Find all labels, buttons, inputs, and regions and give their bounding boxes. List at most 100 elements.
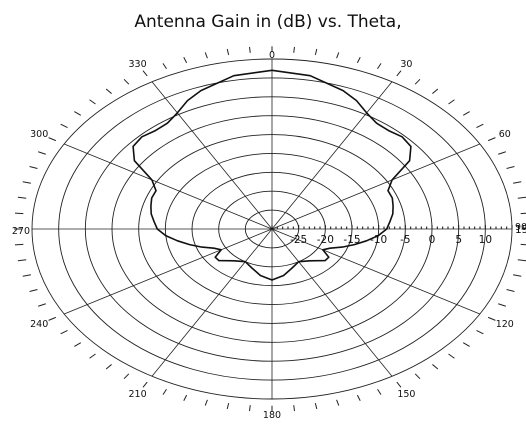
gain-pattern-line [132, 69, 412, 281]
radial-tick-label: -25 [290, 234, 307, 246]
perimeter-tick [249, 405, 251, 412]
radial-tick-label: -5 [400, 234, 410, 246]
perimeter-tick [314, 402, 318, 410]
radial-tick-label: 5 [455, 234, 462, 246]
radial-tick-label: 0 [429, 234, 436, 246]
radial-tick-label: 15 [515, 224, 526, 236]
angle-label: 240 [30, 319, 48, 330]
perimeter-tick [226, 48, 230, 56]
grid-spoke [271, 143, 480, 230]
perimeter-tick [498, 151, 506, 155]
perimeter-tick [513, 181, 522, 184]
perimeter-ticks [14, 46, 526, 412]
perimeter-tick [506, 288, 515, 292]
perimeter-tick [432, 364, 439, 370]
perimeter-tick [14, 212, 24, 215]
angle-label: 90 [515, 222, 526, 233]
perimeter-tick [48, 137, 57, 142]
perimeter-tick [293, 405, 295, 412]
perimeter-tick [498, 303, 506, 307]
perimeter-tick [48, 316, 57, 321]
angle-label: 300 [30, 129, 48, 140]
perimeter-tick [74, 111, 82, 116]
perimeter-tick [14, 243, 24, 246]
perimeter-tick [17, 259, 27, 262]
angle-label: 180 [263, 410, 281, 421]
perimeter-tick [162, 388, 167, 395]
perimeter-tick [462, 111, 470, 116]
perimeter-tick [123, 78, 130, 85]
perimeter-tick [142, 70, 148, 77]
perimeter-tick [89, 353, 96, 359]
angle-label: 0 [269, 50, 275, 61]
perimeter-tick [487, 316, 496, 321]
perimeter-tick [414, 373, 421, 380]
perimeter-tick [89, 99, 96, 105]
perimeter-tick [123, 373, 130, 380]
perimeter-tick [249, 46, 251, 53]
perimeter-tick [487, 137, 496, 142]
perimeter-tick [356, 57, 361, 64]
perimeter-tick [396, 70, 402, 77]
perimeter-tick [204, 52, 208, 59]
perimeter-tick [29, 166, 38, 170]
perimeter-tick [336, 399, 340, 406]
perimeter-tick [520, 212, 526, 215]
perimeter-tick [520, 243, 526, 246]
angle-label: 270 [12, 226, 30, 237]
grid-spoke [64, 228, 273, 315]
perimeter-tick [162, 63, 167, 70]
angle-label: 330 [129, 59, 147, 70]
perimeter-tick [356, 394, 361, 401]
perimeter-tick [22, 181, 31, 184]
perimeter-tick [506, 166, 515, 170]
perimeter-tick [105, 88, 112, 94]
grid-spoke [64, 143, 273, 230]
perimeter-tick [183, 57, 188, 64]
perimeter-tick [38, 151, 46, 155]
perimeter-tick [396, 381, 402, 388]
radial-tick-label: -20 [317, 234, 334, 246]
angle-label: 210 [129, 389, 147, 400]
perimeter-tick [60, 123, 68, 129]
grid-spoke [271, 81, 393, 230]
perimeter-tick [105, 364, 112, 370]
perimeter-tick [38, 303, 46, 307]
radial-tick-label: 10 [479, 234, 492, 246]
perimeter-tick [476, 123, 484, 129]
perimeter-tick [517, 196, 526, 199]
perimeter-tick [377, 388, 382, 395]
perimeter-tick [336, 52, 340, 59]
perimeter-tick [74, 342, 82, 347]
perimeter-tick [448, 99, 455, 105]
grid-spoke [271, 228, 480, 315]
perimeter-tick [60, 329, 68, 335]
angle-label: 30 [400, 59, 412, 70]
perimeter-tick [476, 329, 484, 335]
perimeter-tick [29, 288, 38, 292]
perimeter-tick [293, 46, 295, 53]
perimeter-tick [517, 259, 526, 262]
perimeter-tick [414, 78, 421, 85]
chart-title: Antenna Gain in (dB) vs. Theta, [134, 12, 401, 32]
perimeter-tick [204, 399, 208, 406]
perimeter-tick [377, 63, 382, 70]
radial-tick-label: -15 [343, 234, 360, 246]
perimeter-tick [142, 381, 148, 388]
perimeter-tick [22, 274, 31, 277]
grid-spoke [151, 81, 273, 230]
perimeter-tick [448, 353, 455, 359]
grid-spoke [271, 228, 393, 377]
perimeter-tick [462, 342, 470, 347]
angle-label: 150 [397, 389, 415, 400]
angle-label: 120 [496, 319, 514, 330]
perimeter-tick [226, 402, 230, 410]
perimeter-tick [513, 274, 522, 277]
angle-label: 60 [499, 129, 511, 140]
grid-spoke [151, 228, 273, 377]
perimeter-tick [314, 48, 318, 56]
perimeter-tick [183, 394, 188, 401]
